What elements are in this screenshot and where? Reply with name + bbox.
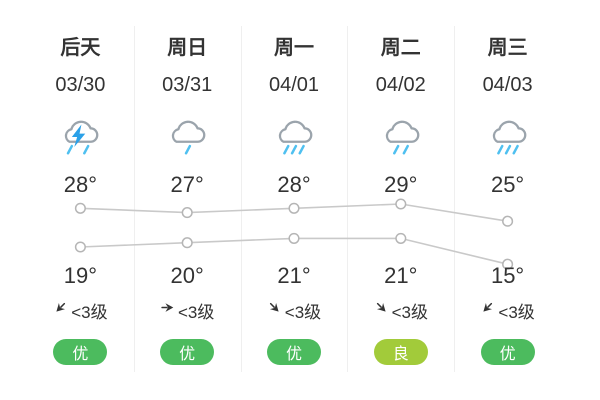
forecast-columns: 后天 03/30 28° 19° <3级 优 周日 03/31 27° 20° … [27,24,561,374]
date-label: 04/03 [482,73,533,96]
wind-row: <3级 [267,290,321,330]
high-temperature: 25° [490,172,525,197]
wind-row: <3级 [480,290,535,330]
aqi-badge: 优 [53,339,108,365]
high-temperature: 27° [170,172,204,197]
aqi-row: 优 [480,330,535,374]
light-rain-icon [164,104,210,168]
forecast-column-day4[interactable]: 周二 04/02 29° 21° <3级 良 [347,24,454,374]
forecast-column-day3[interactable]: 周一 04/01 28° 21° <3级 优 [241,24,348,374]
day-label: 周二 [380,36,421,59]
moderate-rain-icon [485,104,531,168]
column-divider [454,26,456,372]
aqi-badge: 优 [266,339,321,365]
wind-direction-icon [480,300,495,320]
date-label: 04/01 [268,73,320,96]
forecast-column-day5[interactable]: 周三 04/03 25° 15° <3级 优 [454,24,561,374]
column-divider [347,26,349,372]
wind-row: <3级 [374,290,428,330]
date-label: 04/02 [375,73,426,96]
wind-row: <3级 [160,290,214,330]
trend-chart-space [27,202,134,262]
moderate-rain-icon [271,104,317,168]
wind-level-label: <3级 [71,302,108,322]
aqi-row: 优 [266,330,321,374]
trend-chart-space [241,202,348,262]
low-temperature: 19° [63,263,98,288]
wind-level-label: <3级 [284,302,322,322]
rain-icon [378,104,424,168]
aqi-row: 优 [160,330,215,374]
forecast-column-day1[interactable]: 后天 03/30 28° 19° <3级 优 [27,24,134,374]
wind-direction-icon [160,300,175,320]
forecast-column-day2[interactable]: 周日 03/31 27° 20° <3级 优 [134,24,241,374]
aqi-row: 良 [373,330,428,374]
high-temperature: 28° [63,172,98,197]
aqi-badge: 优 [480,339,535,365]
day-label: 后天 [60,36,101,59]
wind-level-label: <3级 [391,302,428,322]
low-temperature: 15° [490,263,525,288]
wind-direction-icon [267,300,282,320]
wind-level-label: <3级 [498,302,535,322]
wind-direction-icon [53,300,68,320]
low-temperature: 20° [170,263,204,288]
wind-level-label: <3级 [178,302,215,322]
trend-chart-space [454,202,561,262]
low-temperature: 21° [277,263,311,288]
column-divider [133,26,135,372]
trend-chart-space [347,202,454,262]
date-label: 03/30 [55,73,106,96]
high-temperature: 28° [277,172,311,197]
trend-chart-space [134,202,241,262]
column-divider [240,26,242,372]
day-label: 周三 [487,36,528,59]
date-label: 03/31 [162,73,213,96]
wind-row: <3级 [53,290,108,330]
wind-direction-icon [374,300,389,320]
day-label: 周一 [273,36,314,59]
aqi-badge: 优 [160,339,215,365]
high-temperature: 29° [384,172,418,197]
low-temperature: 21° [384,263,418,288]
aqi-row: 优 [53,330,108,374]
aqi-badge: 良 [373,339,428,365]
thunderstorm-icon [57,104,103,168]
day-label: 周日 [167,36,208,59]
